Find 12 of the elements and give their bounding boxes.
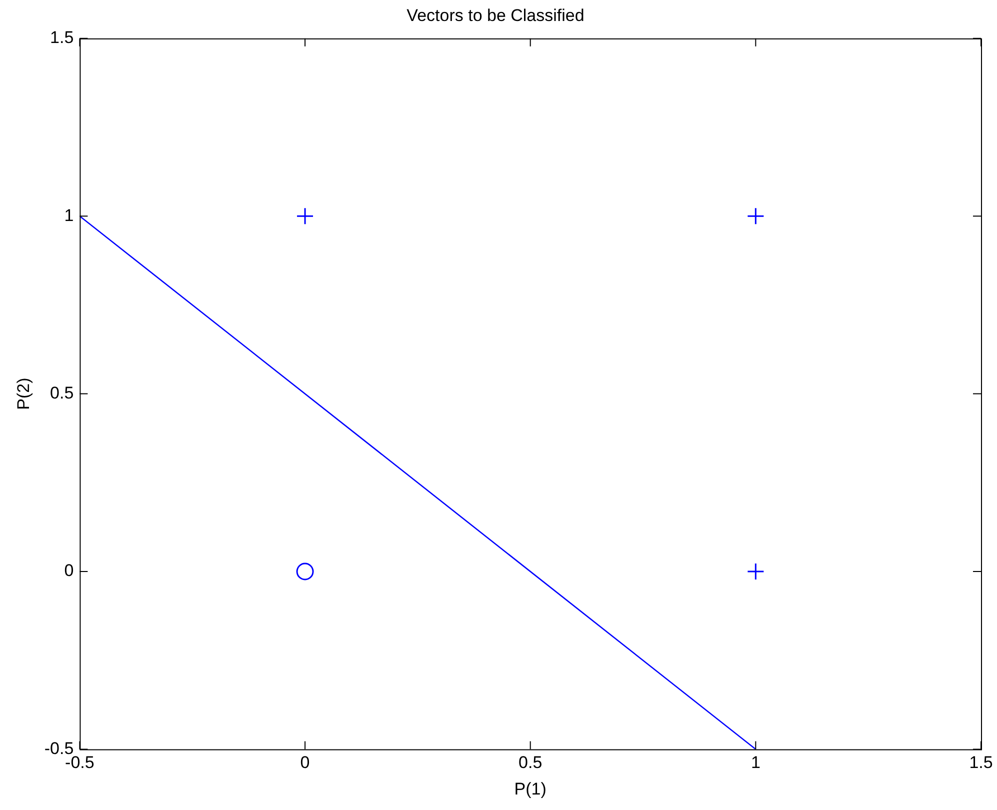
y-tick-label: 0.5 xyxy=(50,383,74,402)
x-tick-label: 1 xyxy=(750,753,760,772)
y-tick-label: 0 xyxy=(64,561,74,580)
x-tick-label: 0 xyxy=(300,753,310,772)
chart-title: Vectors to be Classified xyxy=(406,6,584,25)
y-axis-title: P(2) xyxy=(14,378,33,410)
x-axis-title: P(1) xyxy=(514,779,546,798)
y-tick-label: -0.5 xyxy=(44,738,74,758)
x-tick-label: 0.5 xyxy=(518,753,542,772)
y-tick-label: 1 xyxy=(64,206,74,225)
y-tick-label: 1.5 xyxy=(50,28,74,48)
x-tick-label: 1.5 xyxy=(969,753,993,772)
